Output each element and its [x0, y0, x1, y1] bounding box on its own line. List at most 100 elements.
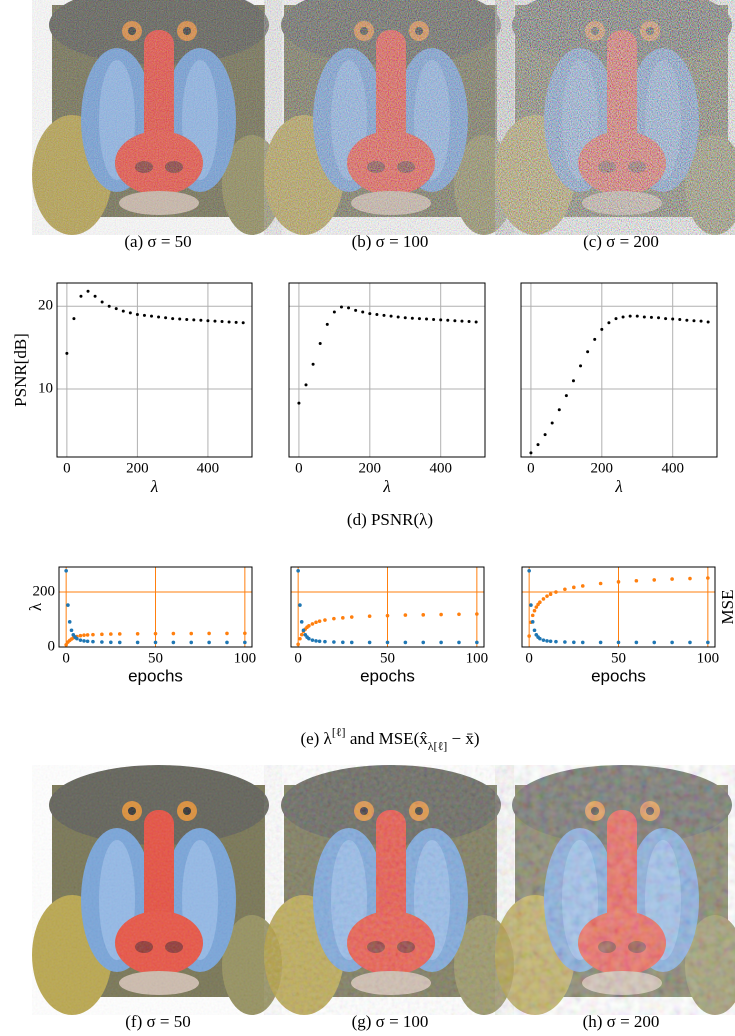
data-point	[460, 319, 464, 323]
data-point	[91, 632, 95, 637]
caption: (g) σ = 100	[352, 1012, 429, 1031]
x-tick-label: 50	[380, 650, 395, 666]
data-point	[310, 638, 315, 642]
data-point	[421, 640, 426, 645]
data-point	[432, 317, 436, 321]
x-tick-label: 50	[148, 650, 163, 666]
x-axis-label: λ	[382, 477, 390, 496]
x-axis-label: epochs	[591, 666, 646, 685]
data-point	[299, 632, 304, 637]
data-point	[153, 640, 158, 645]
data-point	[670, 577, 674, 581]
data-point	[189, 640, 194, 645]
data-point	[332, 310, 336, 314]
data-point	[664, 317, 668, 321]
data-point	[65, 351, 69, 355]
data-point	[532, 628, 537, 633]
data-point	[572, 585, 576, 590]
data-point	[467, 320, 471, 324]
data-point	[301, 628, 306, 633]
data-point	[529, 451, 533, 455]
data-point	[341, 640, 345, 645]
plot-frame	[58, 566, 253, 648]
data-point	[527, 634, 531, 638]
data-point	[439, 612, 443, 617]
data-point	[243, 640, 247, 645]
data-point	[548, 592, 553, 597]
x-axis-label: epochs	[128, 666, 183, 685]
data-point	[153, 631, 158, 636]
data-point	[614, 317, 618, 321]
caption: (a) σ = 50	[124, 232, 191, 251]
plot-frame	[520, 282, 718, 458]
data-point	[109, 640, 113, 645]
data-point	[564, 394, 568, 398]
data-point	[536, 443, 540, 447]
data-point	[296, 569, 300, 573]
data-point	[213, 319, 217, 323]
x-tick-label: 200	[359, 460, 382, 476]
y-tick-label: 10	[38, 380, 53, 396]
data-point	[706, 320, 710, 324]
y2-axis-label: MSE	[718, 590, 735, 625]
data-point	[382, 313, 386, 317]
noisy-image	[32, 0, 282, 235]
x-tick-label: 50	[611, 650, 626, 666]
data-point	[341, 616, 345, 620]
data-point	[389, 314, 393, 318]
data-point	[296, 642, 300, 647]
x-tick-label: 400	[661, 460, 684, 476]
data-point	[534, 605, 539, 609]
data-point	[304, 383, 308, 387]
data-point	[349, 640, 354, 645]
caption-part: and MSE(x̂	[346, 729, 429, 748]
denoised-image	[495, 765, 735, 1015]
data-point	[220, 320, 224, 324]
data-point	[417, 317, 421, 321]
x-axis-label: λ	[614, 477, 622, 496]
data-point	[657, 316, 661, 320]
data-point	[225, 640, 229, 645]
data-point	[439, 318, 443, 322]
data-point	[530, 613, 535, 618]
data-point	[385, 640, 390, 645]
data-point	[243, 631, 247, 636]
data-point	[678, 317, 682, 321]
y-tick-label: 0	[48, 638, 56, 654]
data-point	[78, 638, 83, 642]
x-tick-label: 400	[197, 460, 220, 476]
data-point	[298, 603, 302, 607]
data-point	[66, 603, 70, 607]
data-point	[349, 615, 354, 619]
caption-part: (e) λ	[300, 729, 332, 748]
data-point	[554, 590, 558, 594]
data-point	[100, 640, 104, 644]
data-point	[529, 603, 533, 607]
data-point	[100, 300, 104, 304]
data-point	[425, 317, 429, 321]
data-point	[199, 318, 203, 322]
caption-part: λ[ℓ]	[428, 739, 448, 753]
data-point	[85, 639, 90, 644]
data-point	[375, 312, 379, 316]
data-point	[325, 322, 329, 326]
data-point	[192, 318, 196, 322]
data-point	[121, 309, 125, 313]
data-point	[91, 639, 95, 644]
data-point	[543, 433, 547, 437]
data-point	[299, 620, 304, 624]
data-point	[652, 640, 657, 645]
x-axis-label: λ	[150, 477, 158, 496]
x-tick-label: 0	[525, 650, 533, 666]
data-point	[207, 640, 211, 645]
data-point	[367, 614, 372, 619]
data-point	[541, 638, 546, 642]
data-point	[616, 580, 621, 584]
data-point	[563, 640, 567, 644]
data-point	[64, 569, 68, 573]
data-point	[530, 620, 535, 624]
caption: (h) σ = 200	[583, 1012, 660, 1031]
data-point	[189, 631, 194, 636]
